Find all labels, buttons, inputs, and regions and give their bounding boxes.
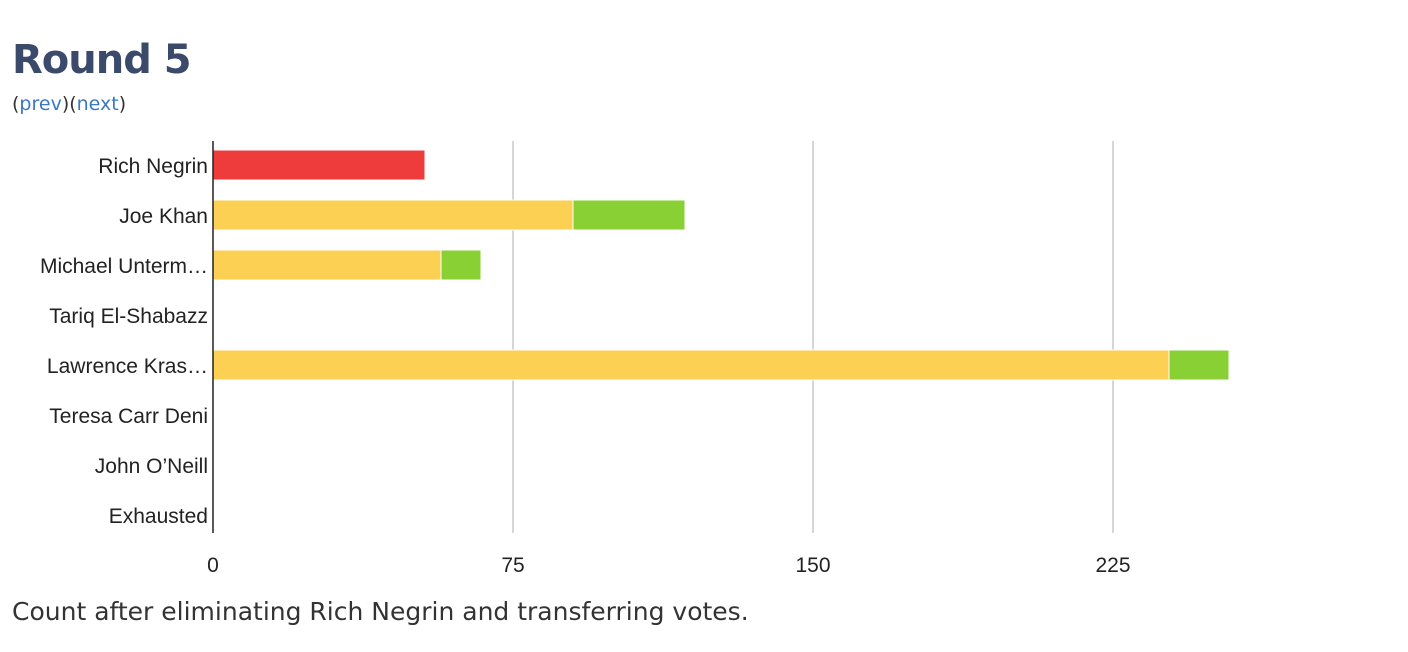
category-labels: Rich Negrin Joe Khan Michael Unterm… Tariq … xyxy=(40,155,208,528)
category-label-5: Teresa Carr Deni xyxy=(49,405,208,428)
next-link[interactable]: next xyxy=(76,93,119,115)
page-title: Round 5 xyxy=(12,37,192,83)
category-label-2: Michael Unterm… xyxy=(40,255,208,278)
category-label-6: John O’Neill xyxy=(95,455,208,478)
category-label-1: Joe Khan xyxy=(119,205,208,228)
category-label-0: Rich Negrin xyxy=(98,155,208,178)
nav-close-paren: ) xyxy=(118,93,127,115)
x-tick-label-0: 0 xyxy=(207,554,219,577)
round-nav: (prev)(next) xyxy=(12,88,126,120)
nav-open-paren: ( xyxy=(12,93,20,115)
round-caption: Count after eliminating Rich Negrin and … xyxy=(12,597,749,626)
bar-eliminated-0 xyxy=(212,149,426,181)
bar-prior-1 xyxy=(212,199,574,231)
x-tick-label-3: 225 xyxy=(1095,554,1130,577)
bar-prior-2 xyxy=(212,249,442,281)
x-tick-label-1: 75 xyxy=(501,554,524,577)
prev-link[interactable]: prev xyxy=(19,93,62,115)
category-label-7: Exhausted xyxy=(109,505,208,528)
bar-transferred-2 xyxy=(440,249,482,281)
category-label-3: Tariq El-Shabazz xyxy=(49,305,208,328)
bar-prior-4 xyxy=(212,349,1170,381)
category-label-4: Lawrence Kras… xyxy=(47,355,208,378)
nav-middle-parens: )( xyxy=(61,93,77,115)
x-tick-label-2: 150 xyxy=(795,554,830,577)
x-tick-labels: 0 75 150 225 xyxy=(207,554,1130,577)
bar-transferred-4 xyxy=(1168,349,1230,381)
bar-transferred-1 xyxy=(572,199,686,231)
bars xyxy=(212,149,1230,381)
